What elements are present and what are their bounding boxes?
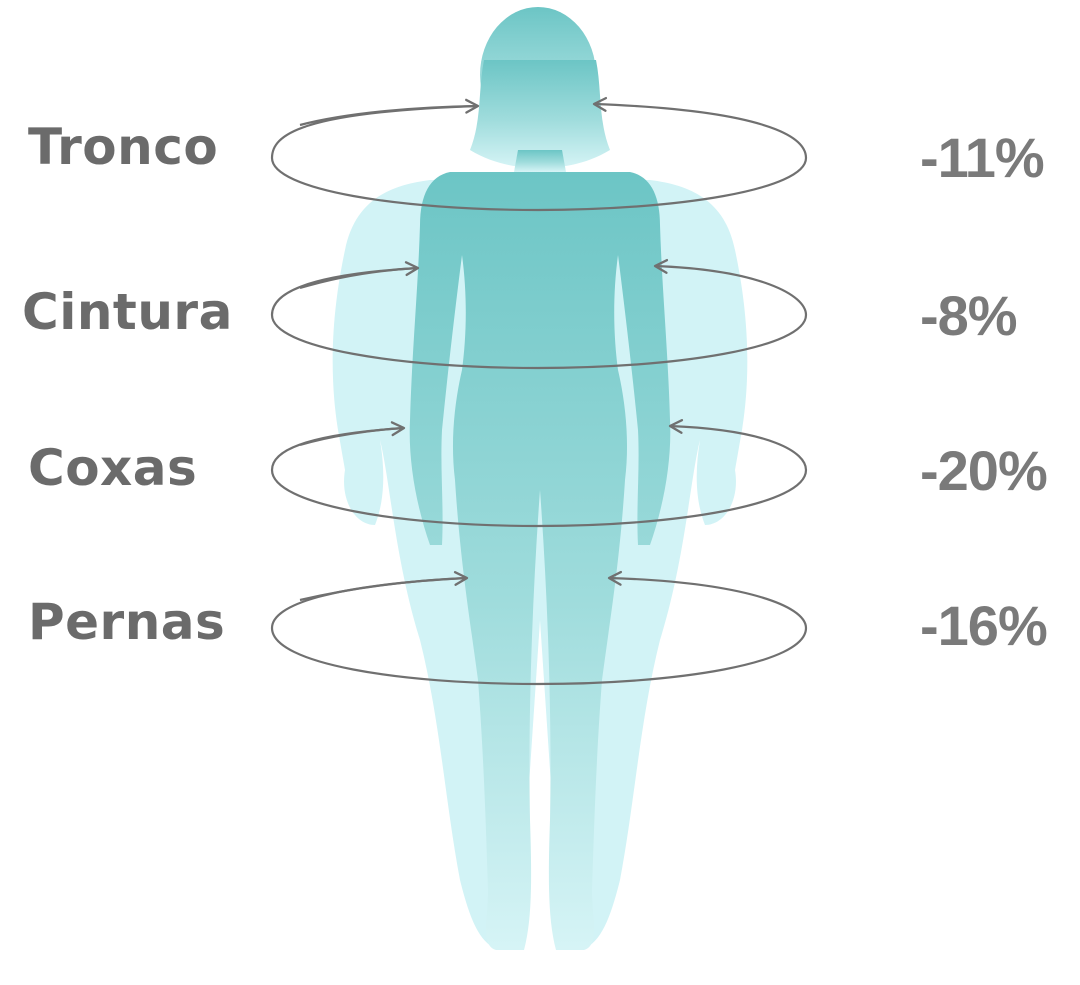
measurement-rings bbox=[270, 96, 808, 686]
ring-pernas bbox=[270, 570, 808, 686]
zone-label-pernas: Pernas bbox=[28, 593, 226, 651]
zone-value-tronco: -11% bbox=[920, 126, 1045, 189]
zone-value-cintura: -8% bbox=[920, 284, 1018, 347]
zone-value-coxas: -20% bbox=[920, 439, 1048, 502]
ring-tronco bbox=[270, 96, 808, 212]
zone-label-tronco: Tronco bbox=[28, 118, 219, 176]
ring-coxas bbox=[270, 419, 808, 528]
zone-label-cintura: Cintura bbox=[22, 283, 233, 341]
zone-value-pernas: -16% bbox=[920, 594, 1048, 657]
ring-cintura bbox=[270, 258, 808, 370]
zone-label-coxas: Coxas bbox=[28, 439, 198, 497]
